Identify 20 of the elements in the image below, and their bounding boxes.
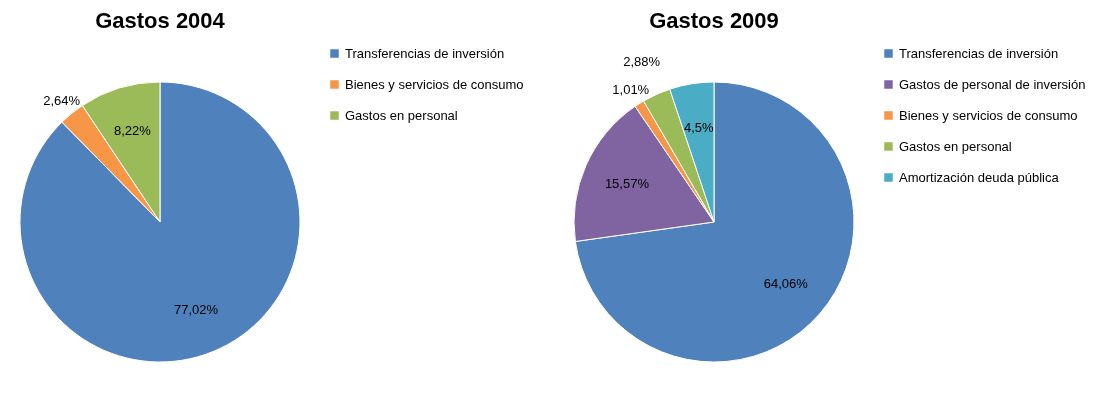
legend-label: Transferencias de inversión (899, 45, 1059, 61)
pie-slice (574, 81, 855, 363)
data-label: 2,88% (623, 53, 661, 69)
data-label: 1,01% (612, 82, 650, 98)
legend-label: Bienes y servicios de consumo (345, 76, 524, 92)
legend-label: Gastos en personal (345, 107, 458, 123)
chart-title: Gastos 2009 (649, 8, 779, 33)
pie-slice (19, 81, 301, 363)
legend-label: Gastos de personal de inversión (899, 76, 1086, 92)
legend-label: Bienes y servicios de consumo (899, 107, 1078, 123)
legend-label: Gastos en personal (899, 138, 1012, 154)
chart-title: Gastos 2004 (95, 8, 226, 33)
data-label: 2,64% (43, 92, 81, 108)
data-label: 64,06% (763, 276, 809, 292)
data-label: 77,02% (173, 302, 219, 318)
data-label: 15,57% (604, 175, 650, 191)
data-label: 8,22% (113, 122, 152, 138)
legend-label: Amortización deuda pública (899, 169, 1060, 185)
data-label: 4,5% (683, 120, 715, 136)
legend-label: Transferencias de inversión (345, 45, 505, 61)
